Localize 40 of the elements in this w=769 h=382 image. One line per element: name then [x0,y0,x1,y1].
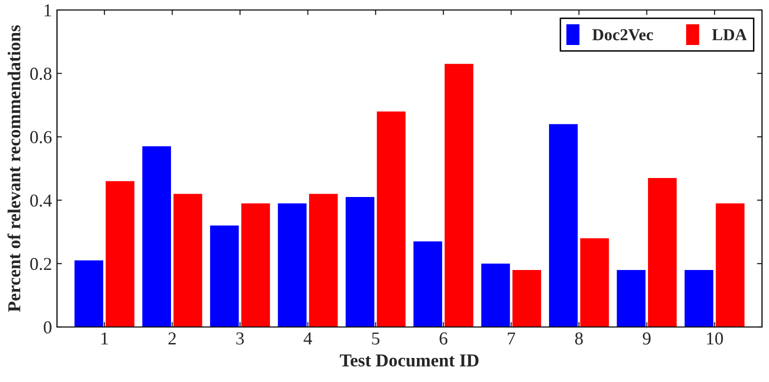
legend-label: Doc2Vec [592,29,654,40]
y-tick-label: 0.6 [30,131,52,144]
bar [278,203,307,327]
bar [346,197,374,327]
bar [309,194,338,327]
x-axis-title: Test Document ID [340,354,479,367]
bar [241,203,270,327]
bar [481,264,510,327]
x-tick-label: 3 [236,332,244,345]
bar [616,270,646,327]
x-tick-label: 8 [575,332,583,345]
bar [512,270,542,327]
x-tick-label: 2 [168,332,176,344]
bar [684,270,714,327]
bar [549,124,578,327]
bar [376,111,406,327]
bar [716,203,744,327]
y-tick-label: 0 [44,321,52,334]
bar [210,226,239,327]
bar [648,178,677,327]
x-tick-label: 9 [642,332,651,345]
y-tick-label: 1 [44,4,52,16]
y-tick-label: 0.8 [30,68,52,80]
x-tick-label: 7 [508,332,516,344]
bar [74,260,104,327]
bar [106,181,134,327]
bar [444,64,474,327]
x-tick-label: 4 [304,332,312,344]
x-tick-label: 5 [372,332,380,345]
y-tick-label: 0.4 [30,194,52,207]
x-tick-label: 1 [102,332,108,344]
bar [142,146,171,327]
x-tick-label: 10 [707,332,723,345]
bar [173,194,202,327]
bar [413,241,442,327]
y-axis-title: Percent of relevant recommendations [7,25,20,312]
x-tick-label: 6 [440,332,448,345]
legend-label: LDA [712,29,747,40]
bar [580,238,609,327]
y-tick-label: 0.2 [30,258,52,270]
